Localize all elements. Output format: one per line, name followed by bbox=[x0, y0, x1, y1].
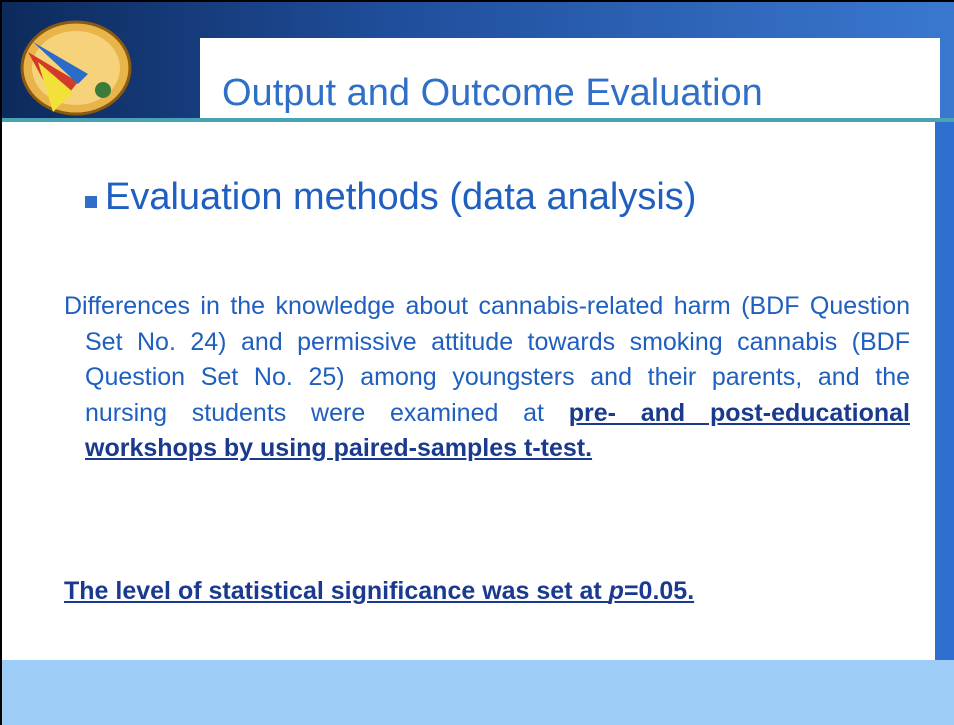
paragraph: Differences in the knowledge about canna… bbox=[64, 289, 910, 467]
significance-value: =0.05. bbox=[623, 577, 695, 605]
logo bbox=[20, 20, 132, 116]
bullet-text: Evaluation methods (data analysis) bbox=[105, 176, 697, 218]
paragraph-text: Differences in the knowledge about canna… bbox=[64, 292, 910, 427]
significance-symbol: p bbox=[608, 577, 624, 605]
slide-title: Output and Outcome Evaluation bbox=[222, 72, 763, 114]
paragraph-emphasis: pre- and post-educational workshops by u… bbox=[85, 398, 910, 463]
header-rule bbox=[2, 118, 954, 122]
right-bar bbox=[935, 122, 954, 660]
title-box bbox=[200, 38, 940, 118]
bullet-marker bbox=[85, 196, 97, 208]
footer-band bbox=[2, 660, 954, 725]
significance-text: The level of statistical significance wa… bbox=[64, 577, 609, 605]
significance: The level of statistical significance wa… bbox=[64, 577, 694, 606]
